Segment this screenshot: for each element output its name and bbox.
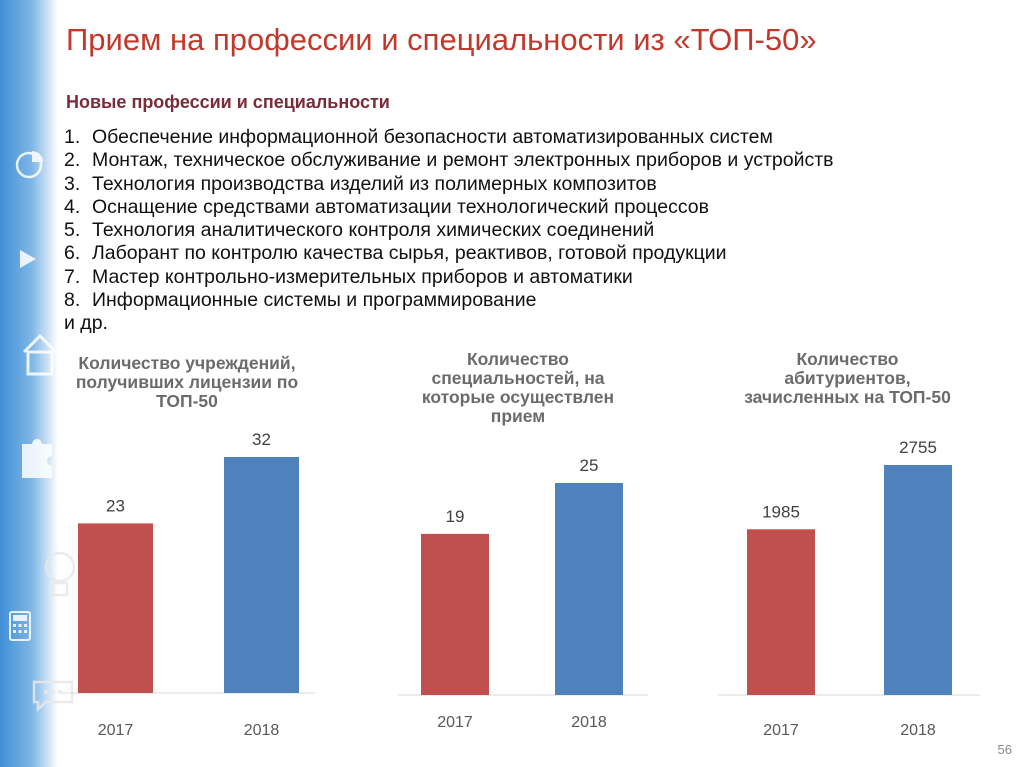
category-label: 2017 [98,722,134,739]
category-label: 2017 [763,722,799,739]
list-item: 3. Технология производства изделий из пол… [64,173,834,196]
list-number: 4. [64,195,81,218]
data-label: 19 [446,507,465,526]
pie-chart-icon [15,151,43,179]
list-text: Технология аналитического контроля химич… [92,219,655,242]
house-icon [22,333,58,376]
list-item: 6. Лаборант по контролю качества сырья, р… [64,242,834,265]
data-label: 2755 [899,438,937,457]
category-label: 2018 [244,722,280,739]
data-label: 23 [106,496,125,515]
chart-title-institutions: Количество учреждений, получивших лиценз… [75,353,299,411]
lightbulb-icon [44,551,76,597]
list-number: 1. [64,126,81,148]
page-number: 56 [997,742,1012,757]
list-text: Монтаж, техническое обслуживание и ремон… [92,149,834,172]
list-text: Технология производства изделий из полим… [92,172,657,195]
list-text: Обеспечение информационной безопасности … [92,126,773,148]
chat-bubble-icon [32,680,74,712]
list-tail: и др. [64,312,108,335]
list-item: 1. Обеспечение информационной безопасност… [64,126,834,149]
list-text: Оснащение средствами автоматизации техно… [92,195,710,218]
list-number: 5. [64,219,81,242]
category-label: 2018 [571,714,607,731]
calculator-icon [9,611,31,641]
list-number: 2. [64,149,81,172]
bar [747,529,815,695]
category-label: 2018 [900,722,936,739]
slide-subtitle: Новые профессии и специальности [66,92,390,112]
list-text: Лаборант по контролю качества сырья, реа… [92,242,727,265]
slide-title: Прием на профессии и специальности из «Т… [66,22,817,57]
category-label: 2017 [437,714,473,731]
list-item: 8. Информационные системы и программирова… [64,289,834,312]
list-text: Мастер контрольно-измерительных приборов… [92,265,633,288]
bar [884,465,952,695]
puzzle-icon [22,439,52,478]
data-label: 32 [252,430,271,449]
bar [555,483,623,695]
list-number: 3. [64,172,81,195]
list-item: 5. Технология аналитического контроля хим… [64,219,834,242]
data-label: 1985 [762,502,800,521]
decorative-sidebar [0,0,76,767]
list-number: 8. [64,289,81,312]
professions-list: 1. Обеспечение информационной безопасност… [64,126,834,336]
data-label: 25 [580,456,599,475]
bar [78,523,153,693]
chart-title-specialties: Количество специальностей, на которые ос… [421,349,615,426]
list-number: 6. [64,242,81,265]
list-item: 7. Мастер контрольно-измерительных прибор… [64,266,834,289]
list-text: Информационные системы и программировани… [92,289,537,312]
list-item: 2. Монтаж, техническое обслуживание и рем… [64,149,834,172]
bar [224,457,299,693]
list-item: 4. Оснащение средствами автоматизации тех… [64,196,834,219]
bar [421,533,489,695]
chart-title-applicants: Количество абитуриентов, зачисленных на … [744,349,951,407]
play-icon [20,250,36,268]
list-number: 7. [64,265,81,288]
